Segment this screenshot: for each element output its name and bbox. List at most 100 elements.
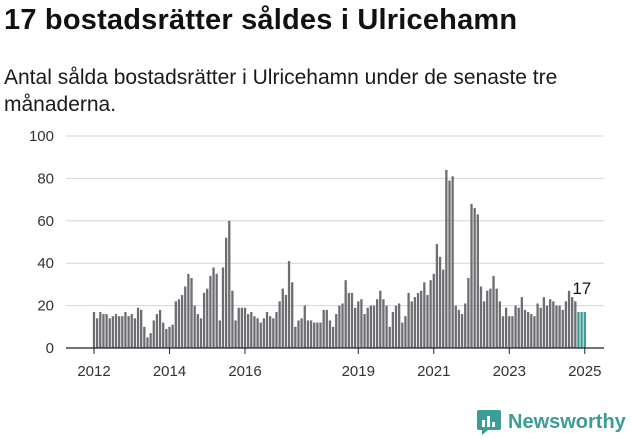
chart-title: 17 bostadsrätter såldes i Ulricehamn — [4, 4, 518, 36]
bar — [536, 303, 539, 348]
bar — [423, 282, 426, 348]
bar — [262, 318, 266, 348]
bar — [306, 320, 310, 348]
bar — [558, 305, 561, 348]
bar — [404, 316, 407, 348]
bar — [574, 301, 577, 348]
bar — [435, 244, 439, 348]
bar — [489, 288, 492, 348]
bar — [228, 220, 231, 348]
bar — [527, 311, 530, 348]
bar — [552, 301, 555, 348]
bar — [498, 301, 501, 348]
bar — [118, 316, 121, 348]
bar — [130, 314, 133, 348]
bar — [202, 292, 206, 348]
x-tick-label: 2019 — [342, 363, 375, 380]
bar — [272, 318, 275, 348]
bar — [253, 316, 256, 348]
chart-subtitle: Antal sålda bostadsrätter i Ulricehamn u… — [4, 66, 558, 116]
bar — [338, 305, 341, 348]
bar — [114, 314, 118, 348]
x-axis: 2012 2014 2016 2019 2021 2023 2025 — [66, 347, 604, 380]
bar — [413, 297, 417, 348]
bar — [442, 269, 445, 348]
bar — [344, 280, 347, 348]
bar — [577, 311, 580, 348]
bar — [416, 292, 420, 348]
bar — [243, 307, 247, 348]
bar — [482, 301, 486, 348]
bar — [281, 288, 284, 348]
bar — [199, 318, 203, 348]
gridlines — [66, 135, 604, 307]
bar — [331, 326, 335, 348]
bar — [379, 290, 382, 348]
bar — [127, 316, 130, 348]
bar — [297, 320, 300, 348]
bar — [234, 320, 237, 348]
bar — [385, 305, 388, 348]
bar — [322, 309, 325, 348]
bar — [143, 326, 146, 348]
bar — [105, 314, 108, 348]
bar — [375, 299, 379, 348]
newsworthy-logo[interactable]: Newsworthy — [476, 408, 626, 436]
bar — [224, 237, 228, 348]
bar — [360, 299, 363, 348]
x-tick-label: 2012 — [77, 363, 110, 380]
bar — [347, 292, 350, 348]
bar — [209, 275, 212, 348]
bar — [218, 320, 221, 348]
bar — [426, 295, 429, 348]
bar — [445, 169, 448, 348]
bar — [460, 314, 464, 348]
bar-chart-logo-icon — [477, 410, 501, 435]
bar — [353, 307, 357, 348]
bar — [470, 203, 473, 348]
bar — [250, 311, 253, 348]
bar — [363, 314, 366, 348]
x-tick-label: 2025 — [568, 363, 601, 380]
bar — [265, 311, 269, 348]
bar — [495, 288, 498, 348]
bar — [206, 288, 209, 348]
bar — [275, 311, 278, 348]
bar — [212, 267, 215, 348]
bar — [335, 314, 338, 348]
bar — [457, 309, 461, 348]
y-tick-label: 60 — [37, 213, 54, 230]
bar — [448, 180, 451, 348]
bar — [152, 320, 155, 348]
bar — [454, 305, 457, 348]
bar — [278, 301, 281, 348]
bar — [124, 311, 127, 348]
bar-series — [92, 169, 586, 348]
bar — [121, 316, 124, 348]
bar — [174, 301, 177, 348]
bar — [221, 267, 225, 348]
bar — [256, 318, 259, 348]
bar — [300, 318, 303, 348]
bar — [140, 309, 143, 348]
bar — [240, 307, 244, 348]
bar — [410, 301, 413, 348]
bar — [511, 316, 514, 348]
bar — [316, 322, 319, 348]
bar — [247, 314, 250, 348]
bar — [530, 314, 533, 348]
bar — [325, 309, 328, 348]
bar — [193, 305, 196, 348]
bar — [561, 309, 564, 348]
bar — [136, 307, 140, 348]
bar — [231, 290, 234, 348]
annotations: 17 — [572, 279, 591, 298]
bar — [269, 316, 272, 348]
bar — [366, 307, 369, 348]
bar — [96, 318, 99, 348]
bar — [291, 282, 294, 348]
bar — [467, 278, 470, 348]
bar — [341, 303, 344, 348]
data-label: 17 — [572, 279, 591, 298]
brand-name: Newsworthy — [508, 410, 626, 433]
